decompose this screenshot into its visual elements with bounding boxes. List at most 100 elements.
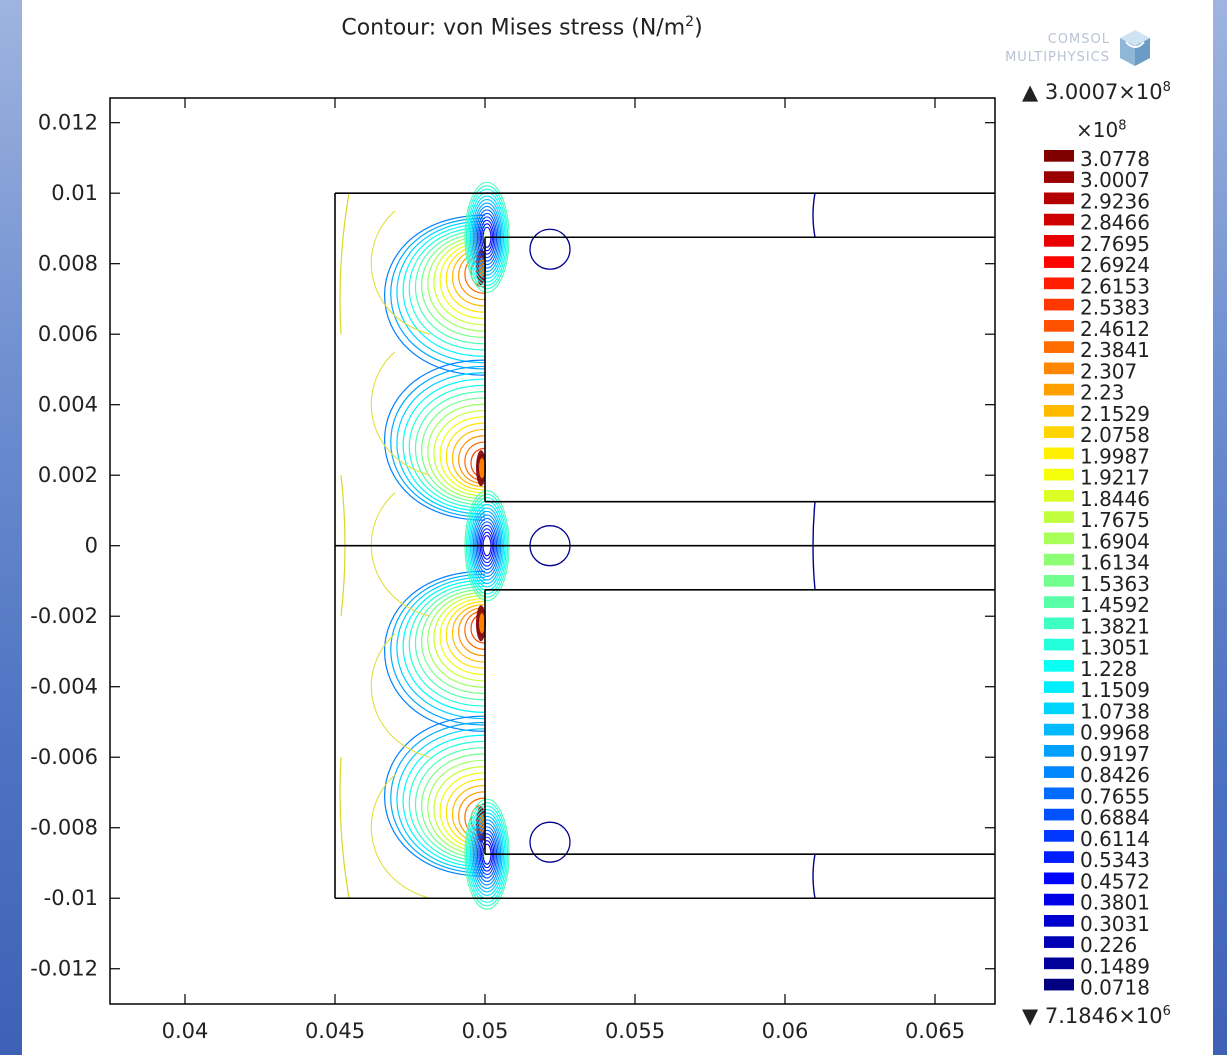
stress-contour-line <box>414 229 486 345</box>
stress-contour-line <box>427 759 486 856</box>
x-tick-label: 0.055 <box>605 1019 665 1043</box>
y-tick-label: -0.002 <box>30 604 98 628</box>
colorbar-swatch <box>1044 978 1074 991</box>
colorbar-level-label: 2.6924 <box>1080 253 1150 277</box>
stress-contour-line <box>421 753 486 859</box>
colorbar-level-label: 1.3821 <box>1080 614 1150 638</box>
colorbar-swatch <box>1044 915 1074 927</box>
colorbar-level-label: 1.0738 <box>1080 699 1150 723</box>
stress-contour-line <box>396 576 486 720</box>
stress-contour-line <box>384 715 486 877</box>
colorbar-level-label: 0.6884 <box>1080 806 1150 830</box>
stress-contour-line <box>414 747 486 862</box>
stress-contour-line <box>445 244 486 313</box>
farfield-contour <box>370 633 431 758</box>
logo-text-line1: COMSOL <box>1047 32 1110 47</box>
stress-contour-line <box>445 601 486 669</box>
colorbar-level-label: 2.8466 <box>1080 211 1150 235</box>
low-stress-contour <box>812 193 816 238</box>
colorbar-level-label: 0.6114 <box>1080 827 1150 851</box>
colorbar-min-label: ▼ 7.1846×106 <box>1022 1004 1171 1028</box>
farfield-contour <box>370 351 431 476</box>
stress-contour-line <box>390 573 486 726</box>
colorbar-swatch <box>1044 553 1074 566</box>
stress-contour-line <box>458 435 486 485</box>
stress-contour-line <box>433 594 486 682</box>
colorbar-swatch <box>1044 787 1074 800</box>
stress-contour-line <box>408 384 486 509</box>
farfield-contour <box>339 757 350 899</box>
colorbar-level-label: 0.5343 <box>1080 848 1150 872</box>
stress-contour-line <box>408 740 486 865</box>
contour-plot: 0.04 0.045 0.05 0.055 0.06 0.065 0.0120.010.0… <box>30 97 1150 1043</box>
colorbar-level-label: 2.1529 <box>1080 402 1150 426</box>
stress-contour-line <box>439 597 486 676</box>
colorbar-level-label: 1.9217 <box>1080 466 1150 490</box>
colorbar-level-label: 1.9987 <box>1080 444 1150 468</box>
colorbar-swatch <box>1044 150 1074 162</box>
colorbar-swatch <box>1044 320 1074 332</box>
stress-contour-line <box>402 579 486 713</box>
chart-title: Contour: von Mises stress (N/m2) <box>341 14 703 41</box>
colorbar-swatch <box>1044 192 1074 205</box>
colorbar-swatch <box>1044 936 1074 948</box>
farfield-contour <box>370 492 431 617</box>
colorbar-swatch <box>1044 235 1074 247</box>
colorbar-level-label: 0.0718 <box>1080 976 1150 1000</box>
plot-area-border <box>109 97 996 1005</box>
y-tick-label: 0.008 <box>38 252 98 276</box>
colorbar-swatch <box>1044 872 1074 885</box>
colorbar-level-label: 2.0758 <box>1080 423 1150 447</box>
colorbar-level-label: 0.7655 <box>1080 784 1150 808</box>
colorbar-swatch <box>1044 426 1074 438</box>
farfield-contour <box>370 774 431 899</box>
y-tick-label: -0.012 <box>30 957 98 981</box>
stress-contour-line <box>390 217 486 370</box>
stress-contour-line <box>439 416 486 494</box>
x-tick-label: 0.045 <box>305 1019 365 1043</box>
colorbar-swatch <box>1044 447 1074 460</box>
y-tick-label: -0.008 <box>30 816 98 840</box>
colorbar-level-label: 0.8426 <box>1080 763 1150 787</box>
y-tick-label: -0.004 <box>30 675 98 699</box>
colorbar-level-label: 1.6904 <box>1080 529 1150 553</box>
colorbar-swatch <box>1044 638 1074 651</box>
colorbar-swatch <box>1044 213 1074 226</box>
colorbar-swatch <box>1044 702 1074 715</box>
stress-contour-line <box>421 232 486 339</box>
stress-hotspot-core <box>479 458 485 479</box>
colorbar-swatch <box>1044 256 1074 268</box>
stress-hotspot-core <box>479 613 485 634</box>
stress-contour-line <box>402 223 486 357</box>
y-tick-label: 0 <box>85 534 98 558</box>
stress-contour-line <box>384 214 486 376</box>
stress-contour-line <box>402 734 486 868</box>
stress-contour-line <box>402 378 486 512</box>
stress-contour-line <box>384 359 486 521</box>
stress-contour-line <box>445 778 486 847</box>
colorbar-level-label: 1.3051 <box>1080 636 1150 660</box>
x-tick-label: 0.05 <box>462 1019 509 1043</box>
colorbar-level-label: 0.9968 <box>1080 721 1150 745</box>
colorbar-level-label: 1.228 <box>1080 657 1137 681</box>
colorbar-level-label: 2.23 <box>1080 381 1125 405</box>
stress-contour-line <box>458 607 486 657</box>
colorbar-swatch <box>1044 511 1074 523</box>
x-tick-label: 0.06 <box>762 1019 809 1043</box>
geometry-edges <box>334 192 995 900</box>
colorbar-swatch <box>1044 660 1074 672</box>
colorbar-swatch <box>1044 575 1074 587</box>
colorbar-swatch <box>1044 341 1074 353</box>
colorbar-level-label: 0.226 <box>1080 933 1137 957</box>
colorbar-swatch <box>1044 957 1074 970</box>
plot-window: Contour: von Mises stress (N/m2) COMSOL … <box>22 0 1213 1055</box>
colorbar-swatch <box>1044 830 1074 842</box>
colorbar-level-label: 0.3031 <box>1080 912 1150 936</box>
colorbar-level-label: 3.0007 <box>1080 168 1150 192</box>
stress-contour-line <box>427 591 486 688</box>
colorbar-swatch <box>1044 171 1074 183</box>
flange-low-contour <box>529 821 571 863</box>
colorbar-level-label: 0.4572 <box>1080 869 1150 893</box>
stress-contour-line <box>433 409 486 497</box>
colorbar-level-label: 2.3841 <box>1080 338 1150 362</box>
